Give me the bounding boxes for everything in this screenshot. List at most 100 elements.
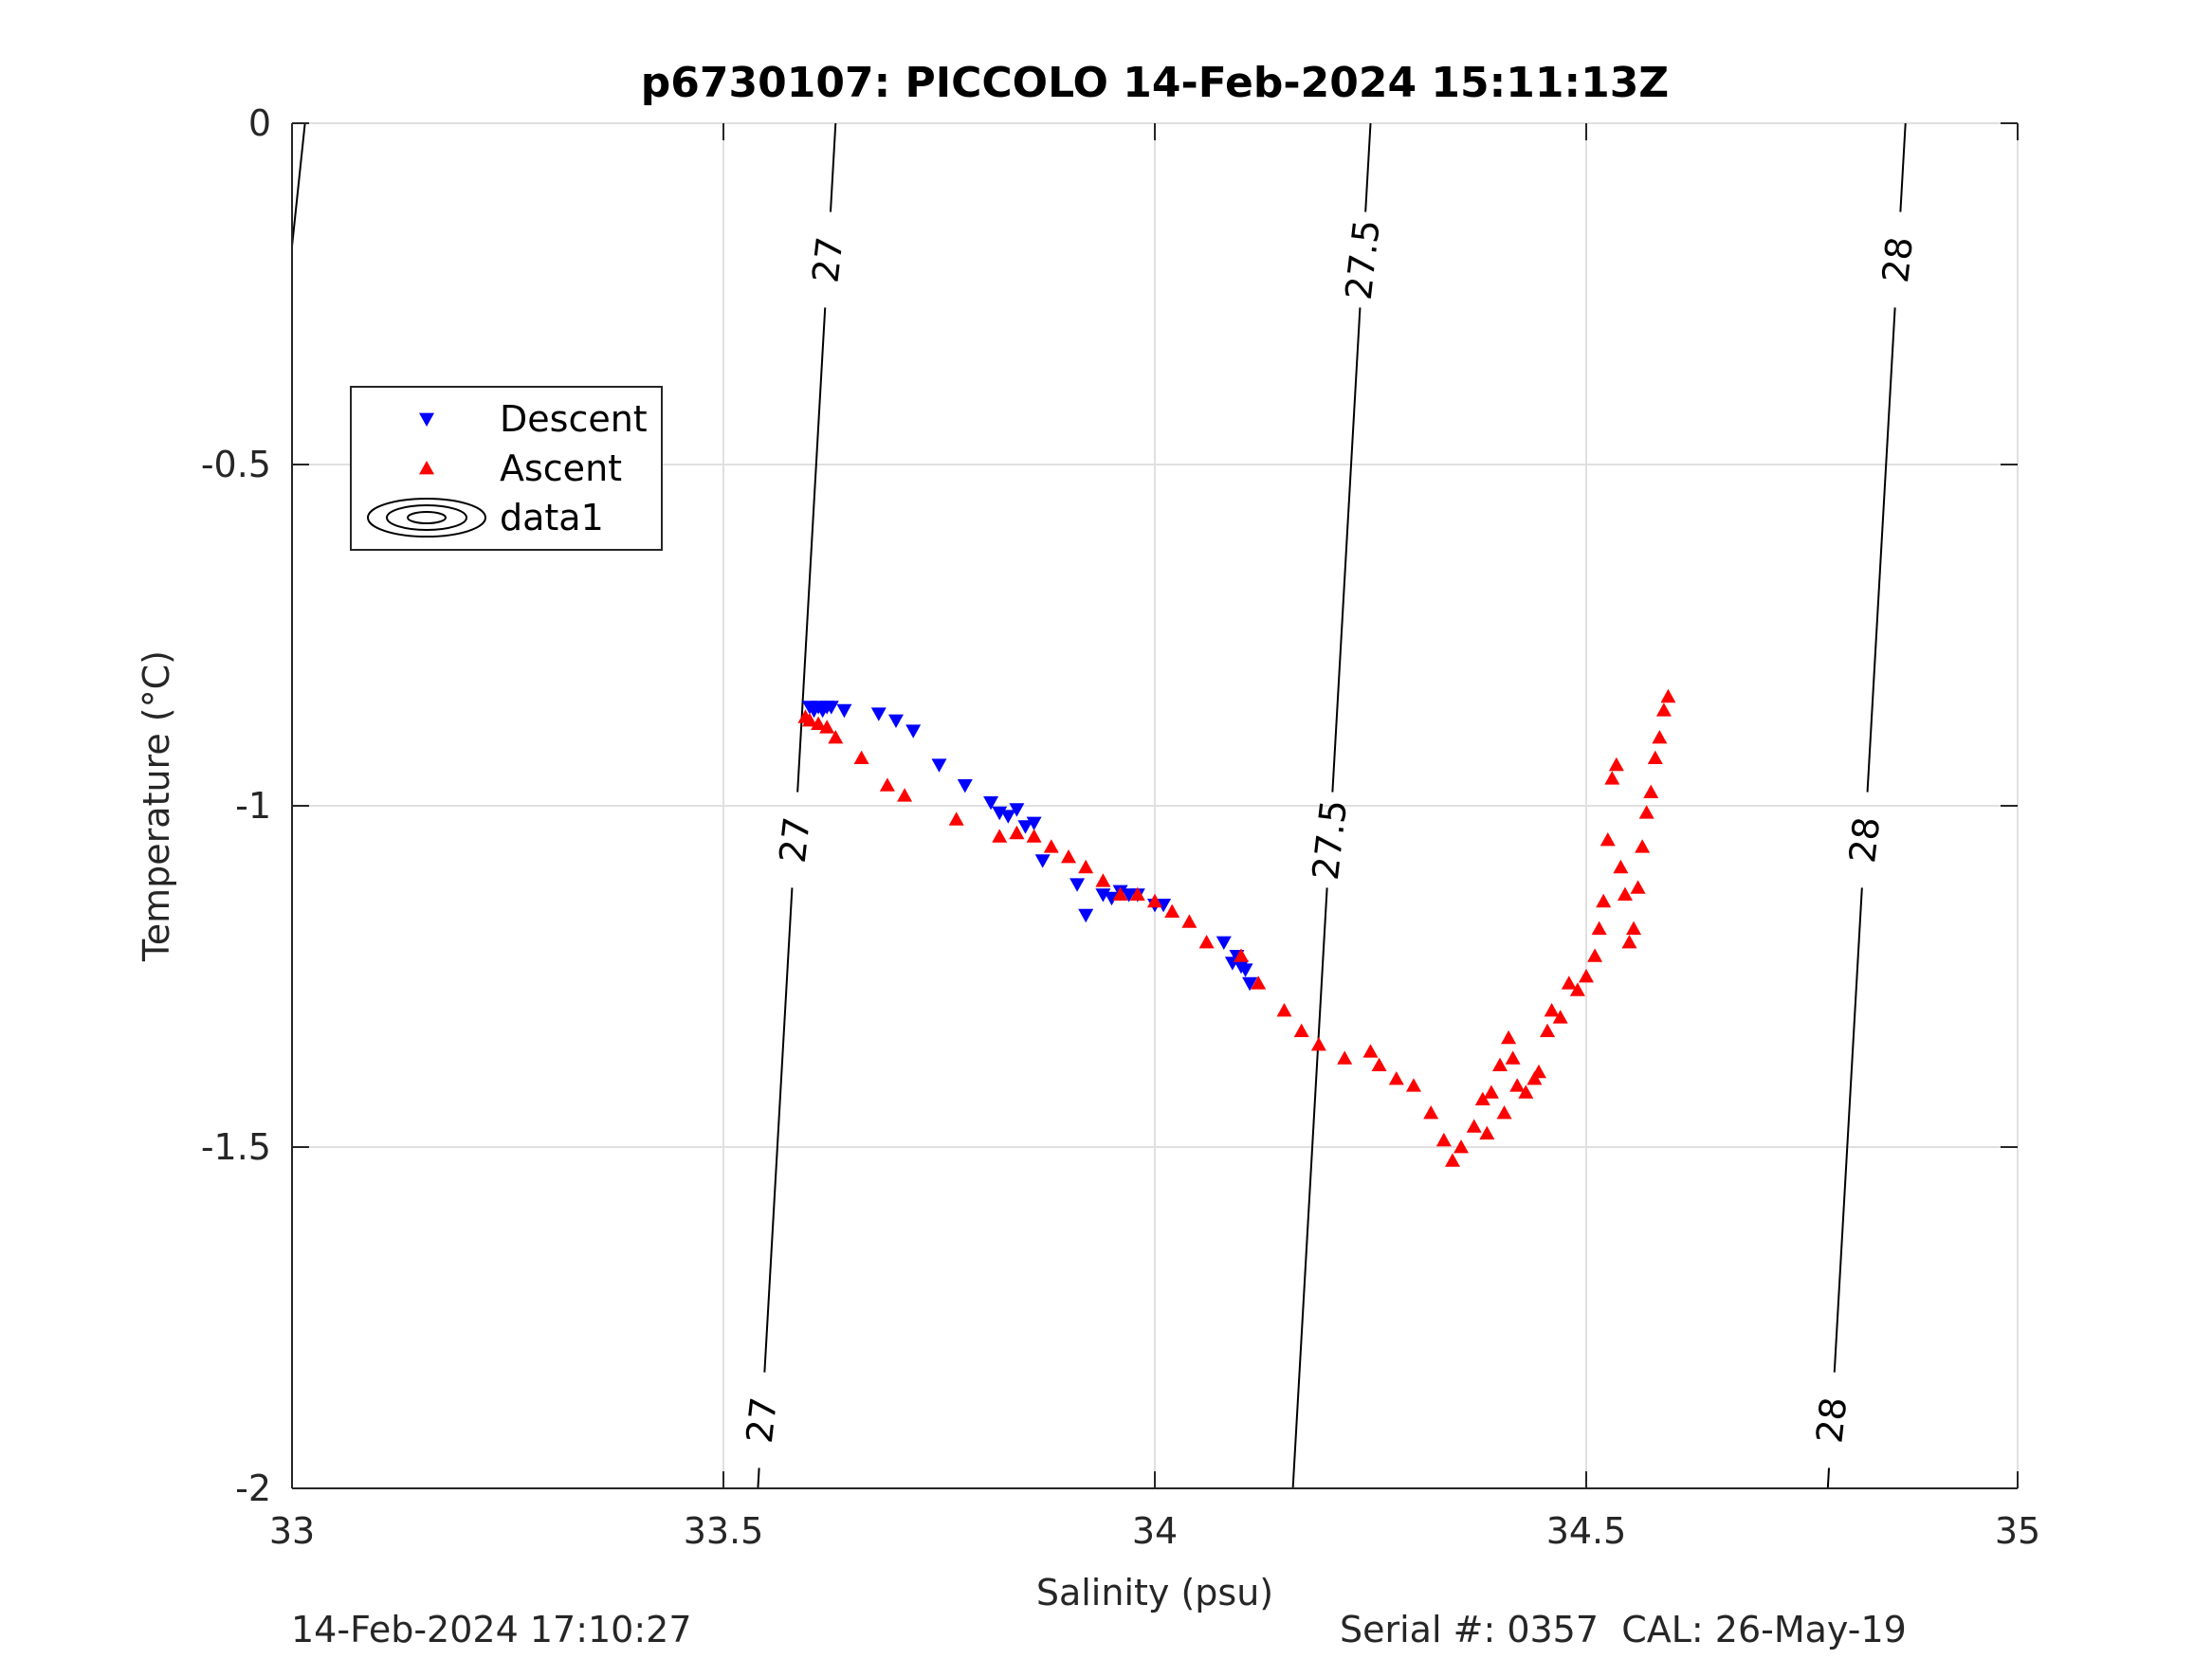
contour-label: 28 (1841, 814, 1888, 865)
legend-ascent-marker (419, 461, 434, 475)
ascent-point (1638, 805, 1654, 819)
legend-contour-icon-core (407, 511, 447, 524)
ascent-point (1626, 921, 1642, 935)
x-tick-label: 34.5 (1546, 1510, 1627, 1552)
ascent-point (879, 777, 895, 792)
ascent-series (797, 688, 1676, 1167)
ascent-point (853, 750, 869, 764)
ascent-point (1181, 914, 1197, 928)
footer-timestamp: 14-Feb-2024 17:10:27 (291, 1609, 692, 1650)
x-tick-label: 33 (269, 1510, 315, 1552)
ascent-point (1198, 935, 1215, 949)
descent-point (870, 707, 887, 721)
ascent-point (1492, 1057, 1508, 1071)
ascent-point (1061, 849, 1076, 864)
ascent-point (1608, 757, 1624, 772)
ascent-point (828, 730, 844, 744)
ascent-point (1505, 1050, 1521, 1065)
ascent-point (1095, 873, 1111, 887)
ascent-point (1362, 1044, 1379, 1058)
ascent-point (1453, 1139, 1470, 1154)
descent-point (1000, 810, 1016, 824)
ascent-point (897, 788, 913, 802)
density-contour-line (829, 122, 837, 212)
ascent-point (1552, 1010, 1568, 1024)
axes: 33 33.5 34 34.5 35 0 -0.5 -1 -1.5 -2 (201, 102, 2040, 1552)
ascent-point (1388, 1071, 1404, 1085)
ascent-point (1444, 1153, 1460, 1167)
descent-point (1034, 854, 1051, 868)
ascent-point (1544, 1003, 1560, 1017)
density-contour-line (763, 887, 794, 1373)
ascent-point (1591, 921, 1607, 935)
ascent-point (1009, 825, 1025, 840)
ascent-point (1501, 1030, 1517, 1045)
descent-point (1078, 908, 1094, 923)
ascent-point (1496, 1105, 1512, 1120)
descent-point (957, 779, 973, 793)
descent-point (1026, 816, 1042, 830)
legend-descent-marker (419, 412, 434, 427)
ascent-point (1337, 1050, 1353, 1065)
ascent-point (1406, 1078, 1421, 1092)
descent-point (1017, 820, 1033, 834)
ascent-point (992, 829, 1008, 843)
ascent-point (1251, 975, 1267, 990)
footer-serial-cal: Serial #: 0357 CAL: 26-May-19 (1340, 1609, 1907, 1650)
descent-point (1216, 936, 1232, 950)
legend-label: Descent (500, 398, 648, 440)
contour-label: 28 (1808, 1395, 1855, 1445)
ascent-point (1078, 859, 1094, 874)
ascent-point (1147, 893, 1162, 908)
ascent-point (1617, 886, 1633, 901)
ascent-point (1483, 1085, 1499, 1099)
chart-title: p6730107: PICCOLO 14-Feb-2024 15:11:13Z (641, 59, 1669, 107)
ascent-point (1561, 975, 1577, 990)
contour-label: 27 (739, 1395, 785, 1445)
y-axis-label: Temperature (°C) (136, 650, 177, 962)
ascent-point (1587, 948, 1603, 962)
ascent-point (1604, 771, 1620, 785)
legend-contour-icon-inner (386, 504, 467, 531)
ascent-point (1643, 784, 1659, 798)
data-series (797, 688, 1676, 1167)
ascent-point (1474, 1091, 1490, 1105)
ascent-point (948, 811, 964, 826)
x-tick-label: 34 (1132, 1510, 1178, 1552)
ascent-point (1043, 839, 1059, 853)
ascent-point (1164, 903, 1180, 918)
ascent-point (1423, 1105, 1439, 1120)
ascent-point (802, 713, 817, 727)
ascent-point (1600, 832, 1616, 847)
ascent-point (1652, 730, 1668, 744)
ascent-point (1635, 839, 1651, 853)
ascent-point (1647, 750, 1663, 764)
legend: Descent Ascent data1 (350, 386, 663, 551)
ascent-point (1621, 935, 1637, 949)
density-contour-line (1826, 1468, 1831, 1489)
contour-label: 28 (1874, 234, 1921, 284)
density-contour-line (796, 307, 827, 793)
ascent-point (1276, 1003, 1292, 1017)
contour-label: 27 (805, 234, 851, 284)
contour-label: 27.5 (1338, 217, 1388, 301)
ascent-point (1466, 1119, 1482, 1133)
descent-point (1069, 878, 1086, 892)
grid-lines (291, 122, 2019, 1489)
descent-point (931, 758, 947, 773)
ascent-point (1310, 1037, 1326, 1051)
density-contour-line (1866, 307, 1896, 793)
ascent-point (1579, 969, 1594, 983)
ascent-point (819, 720, 835, 734)
density-contours: 27 27 27 27.5 27.5 28 28 28 (291, 122, 1921, 1489)
descent-point (888, 714, 904, 728)
ascent-point (811, 716, 827, 730)
ascent-point (1596, 893, 1612, 908)
descent-point (1156, 899, 1172, 913)
ascent-point (1569, 982, 1585, 996)
density-contour-line (1899, 122, 1907, 212)
descent-point (905, 724, 922, 738)
x-axis-label: Salinity (psu) (1036, 1572, 1273, 1613)
legend-box (350, 386, 663, 551)
legend-label: data1 (500, 497, 604, 538)
